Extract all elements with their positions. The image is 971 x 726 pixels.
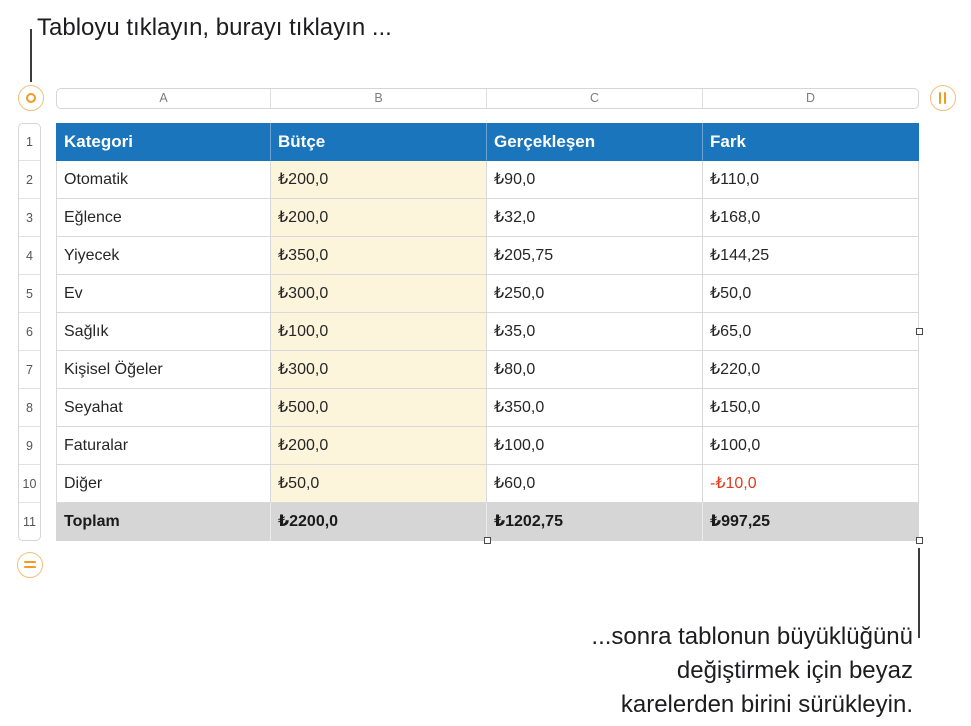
table-cell[interactable]: ₺250,0 — [487, 275, 703, 313]
table-cell[interactable]: ₺65,0 — [703, 313, 919, 351]
table-cell[interactable]: ₺200,0 — [271, 199, 487, 237]
column-header-a[interactable]: A — [57, 89, 271, 108]
add-rows-button[interactable] — [17, 552, 43, 578]
table-row: Faturalar ₺200,0 ₺100,0 ₺100,0 — [56, 427, 919, 465]
table-cell[interactable]: Otomatik — [56, 161, 271, 199]
table-cell[interactable]: ₺205,75 — [487, 237, 703, 275]
callout-leader-line-top — [30, 29, 32, 82]
add-columns-button[interactable] — [930, 85, 956, 111]
table-cell[interactable]: ₺350,0 — [271, 237, 487, 275]
table-cell[interactable]: ₺60,0 — [487, 465, 703, 503]
row-header-5[interactable]: 5 — [19, 275, 40, 313]
table-header-cell[interactable]: Bütçe — [271, 123, 487, 161]
table-cell[interactable]: ₺500,0 — [271, 389, 487, 427]
callout-leader-line-bottom — [918, 548, 920, 638]
table-cell[interactable]: ₺200,0 — [271, 427, 487, 465]
add-columns-icon — [939, 92, 947, 104]
table-footer-cell[interactable]: Toplam — [56, 503, 271, 541]
table-row: Kişisel Öğeler ₺300,0 ₺80,0 ₺220,0 — [56, 351, 919, 389]
table-footer-cell[interactable]: ₺997,25 — [703, 503, 919, 541]
column-header-d[interactable]: D — [805, 91, 816, 105]
row-header-bar: 1 2 3 4 5 6 7 8 9 10 11 — [18, 123, 41, 541]
resize-handle-right[interactable] — [916, 328, 923, 335]
table-cell[interactable]: -₺10,0 — [703, 465, 919, 503]
table-cell[interactable]: ₺50,0 — [271, 465, 487, 503]
table-cell[interactable]: Ev — [56, 275, 271, 313]
table-footer-row: Toplam ₺2200,0 ₺1202,75 ₺997,25 — [56, 503, 919, 541]
table-cell[interactable]: Yiyecek — [56, 237, 271, 275]
table-cell[interactable]: ₺144,25 — [703, 237, 919, 275]
row-header-8[interactable]: 8 — [19, 389, 40, 427]
table-cell[interactable]: ₺220,0 — [703, 351, 919, 389]
table-cell[interactable]: ₺35,0 — [487, 313, 703, 351]
table-cell[interactable]: Seyahat — [56, 389, 271, 427]
row-header-2[interactable]: 2 — [19, 161, 40, 199]
table-row: Diğer ₺50,0 ₺60,0 -₺10,0 — [56, 465, 919, 503]
table-cell[interactable]: ₺168,0 — [703, 199, 919, 237]
table-cell[interactable]: ₺100,0 — [487, 427, 703, 465]
table-cell[interactable]: ₺90,0 — [487, 161, 703, 199]
callout-top-text: Tabloyu tıklayın, burayı tıklayın ... — [37, 14, 392, 41]
table-cell[interactable]: Eğlence — [56, 199, 271, 237]
row-header-1[interactable]: 1 — [19, 124, 40, 161]
table-row: Seyahat ₺500,0 ₺350,0 ₺150,0 — [56, 389, 919, 427]
table-cell[interactable]: Faturalar — [56, 427, 271, 465]
row-header-7[interactable]: 7 — [19, 351, 40, 389]
add-rows-icon — [24, 561, 36, 569]
table-cell[interactable]: Kişisel Öğeler — [56, 351, 271, 389]
row-header-11[interactable]: 11 — [23, 514, 36, 529]
table-row: Sağlık ₺100,0 ₺35,0 ₺65,0 — [56, 313, 919, 351]
callout-bottom-line: ...sonra tablonun büyüklüğünü — [591, 623, 913, 650]
table-header-cell[interactable]: Fark — [703, 123, 919, 161]
budget-table: Kategori Bütçe Gerçekleşen Fark Otomatik ₺200… — [56, 123, 919, 541]
table-header-cell[interactable]: Kategori — [56, 123, 271, 161]
row-header-3[interactable]: 3 — [19, 199, 40, 237]
table-cell[interactable]: ₺80,0 — [487, 351, 703, 389]
table-row: Eğlence ₺200,0 ₺32,0 ₺168,0 — [56, 199, 919, 237]
callout-bottom-line: karelerden birini sürükleyin. — [620, 691, 913, 718]
table-cell[interactable]: Sağlık — [56, 313, 271, 351]
table-cell[interactable]: ₺100,0 — [271, 313, 487, 351]
table-header-row: Kategori Bütçe Gerçekleşen Fark — [56, 123, 919, 161]
table-cell[interactable]: ₺300,0 — [271, 275, 487, 313]
row-header-6[interactable]: 6 — [19, 313, 40, 351]
row-header-9[interactable]: 9 — [19, 427, 40, 465]
table-cell[interactable]: ₺110,0 — [703, 161, 919, 199]
column-header-b[interactable]: B — [271, 89, 487, 108]
callout-bottom-line: değiştirmek için beyaz — [676, 657, 913, 684]
column-header-c[interactable]: C — [487, 89, 703, 108]
table-cell[interactable]: ₺32,0 — [487, 199, 703, 237]
table-cell[interactable]: ₺350,0 — [487, 389, 703, 427]
select-table-icon — [26, 93, 36, 103]
table-row: Ev ₺300,0 ₺250,0 ₺50,0 — [56, 275, 919, 313]
callout-bottom-text: ...sonra tablonun büyüklüğünü değiştirme… — [591, 620, 913, 722]
row-header-10[interactable]: 10 — [19, 465, 40, 503]
table-cell[interactable]: ₺300,0 — [271, 351, 487, 389]
table-header-cell[interactable]: Gerçekleşen — [487, 123, 703, 161]
select-table-button[interactable] — [18, 85, 44, 111]
table-cell[interactable]: Diğer — [56, 465, 271, 503]
table-footer-cell[interactable]: ₺1202,75 — [487, 503, 703, 541]
table-row: Yiyecek ₺350,0 ₺205,75 ₺144,25 — [56, 237, 919, 275]
table-cell[interactable]: ₺50,0 — [703, 275, 919, 313]
resize-handle-corner[interactable] — [916, 537, 923, 544]
table-cell[interactable]: ₺100,0 — [703, 427, 919, 465]
row-header-4[interactable]: 4 — [19, 237, 40, 275]
table-footer-cell[interactable]: ₺2200,0 — [271, 503, 487, 541]
resize-handle-bottom[interactable] — [484, 537, 491, 544]
table-row: Otomatik ₺200,0 ₺90,0 ₺110,0 — [56, 161, 919, 199]
table-cell[interactable]: ₺150,0 — [703, 389, 919, 427]
table-cell[interactable]: ₺200,0 — [271, 161, 487, 199]
